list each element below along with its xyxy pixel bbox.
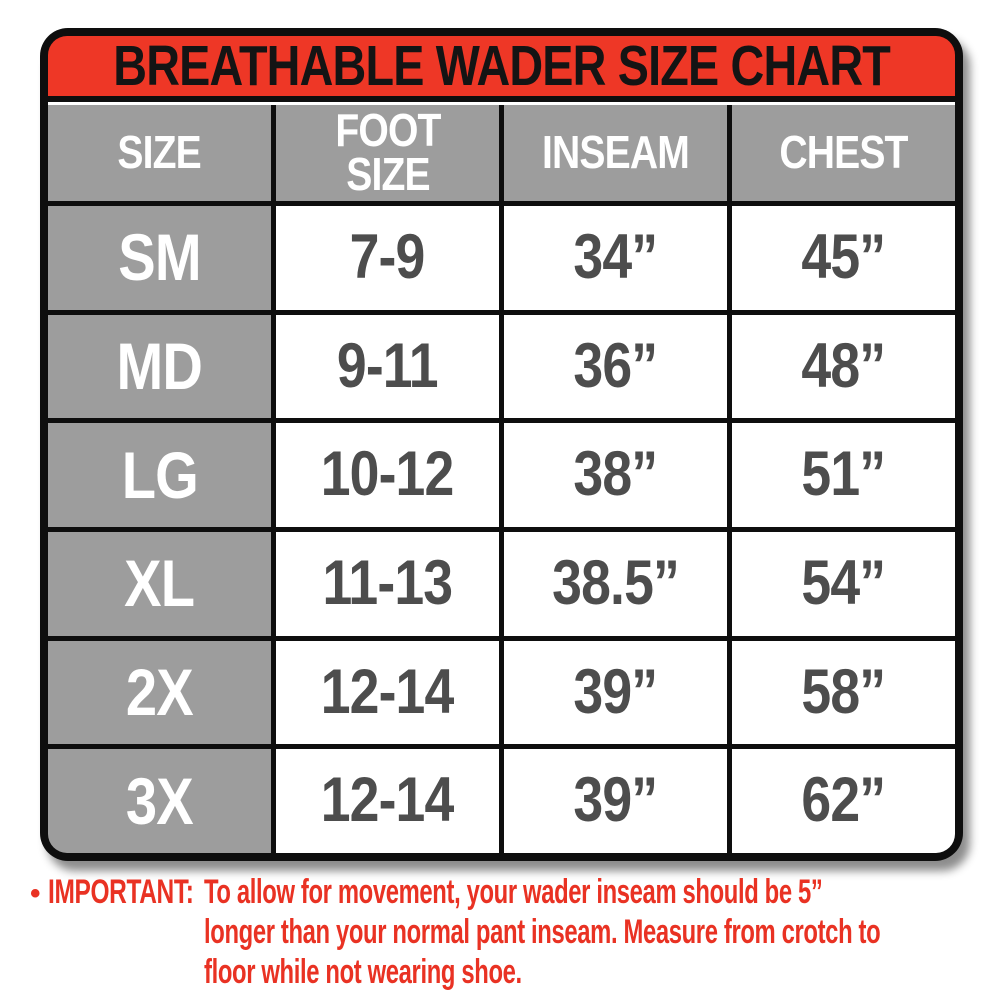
column-header-foot-size: FOOT SIZE [276, 105, 499, 201]
row-lg-chest: 51” [732, 423, 955, 527]
row-xl-size-label: XL [48, 531, 271, 636]
row-lg-inseam: 38” [504, 423, 727, 527]
row-md-inseam: 36” [504, 314, 727, 419]
row-lg-size-label: LG [48, 423, 271, 527]
row-sm-size-label: SM [48, 206, 271, 310]
row-md-chest: 48” [732, 314, 955, 419]
row-sm-inseam: 34” [504, 206, 727, 310]
note-line-3: floor while not wearing shoe. [204, 953, 522, 991]
bullet-icon: • [30, 877, 41, 910]
row-sm-chest: 45” [732, 206, 955, 310]
row-3x-inseam: 39” [504, 749, 727, 853]
chart-title: BREATHABLE WADER SIZE CHART [113, 36, 891, 98]
row-3x-size-label: 3X [48, 749, 271, 853]
row-2x-inseam: 39” [504, 640, 727, 745]
important-note: • IMPORTANT: To allow for movement, your… [0, 872, 1000, 997]
row-lg-foot-size: 10-12 [276, 423, 499, 527]
size-chart: BREATHABLE WADER SIZE CHART SIZE FOOT SI… [40, 28, 963, 861]
size-table: SIZE FOOT SIZE INSEAM CHEST SM 7-9 [48, 102, 955, 853]
column-header-size: SIZE [48, 105, 271, 201]
row-2x-foot-size: 12-14 [276, 640, 499, 745]
row-md-size-label: MD [48, 314, 271, 419]
row-xl-inseam: 38.5” [504, 531, 727, 636]
row-3x-chest: 62” [732, 749, 955, 853]
row-xl-chest: 54” [732, 531, 955, 636]
row-sm-foot-size: 7-9 [276, 206, 499, 310]
column-header-inseam: INSEAM [504, 105, 727, 201]
row-2x-chest: 58” [732, 640, 955, 745]
note-line-2: longer than your normal pant inseam. Mea… [204, 913, 881, 951]
important-label: IMPORTANT: [48, 873, 194, 911]
row-3x-foot-size: 12-14 [276, 749, 499, 853]
column-header-chest: CHEST [732, 105, 955, 201]
row-2x-size-label: 2X [48, 640, 271, 745]
row-xl-foot-size: 11-13 [276, 531, 499, 636]
chart-title-band: BREATHABLE WADER SIZE CHART [48, 36, 955, 96]
size-chart-inner: BREATHABLE WADER SIZE CHART SIZE FOOT SI… [48, 36, 955, 853]
note-line-1: To allow for movement, your wader inseam… [204, 873, 823, 911]
important-note-text: To allow for movement, your wader inseam… [204, 872, 881, 992]
row-md-foot-size: 9-11 [276, 314, 499, 419]
